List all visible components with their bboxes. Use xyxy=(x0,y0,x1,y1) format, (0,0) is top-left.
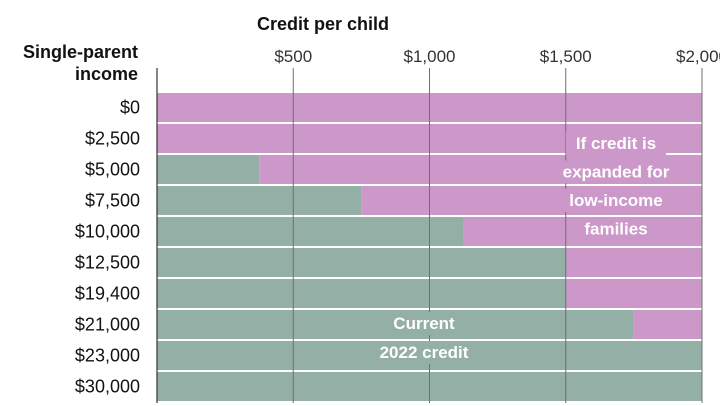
category-label-6: $19,400 xyxy=(75,284,140,304)
bar-current-2 xyxy=(157,155,260,184)
annotation-0-line-1: expanded for xyxy=(563,163,670,182)
x-tick-label-2: $1,500 xyxy=(540,47,592,66)
annotation-0-line-3: families xyxy=(584,220,647,239)
annotation-0-bg-2 xyxy=(559,189,673,212)
bar-current-4 xyxy=(157,217,464,246)
annotation-0-bg-3 xyxy=(574,217,658,241)
annotation-1-bg-1 xyxy=(369,341,479,364)
x-axis-title: Credit per child xyxy=(257,14,389,34)
category-label-8: $23,000 xyxy=(75,346,140,366)
bar-current-5 xyxy=(157,248,566,277)
x-tick-label-3: $2,000 xyxy=(676,47,720,66)
gridlines-layer xyxy=(156,68,703,403)
annotation-1-line-1: 2022 credit xyxy=(380,343,469,362)
bar-current-3 xyxy=(157,186,362,215)
bar-current-6 xyxy=(157,279,566,308)
category-label-5: $12,500 xyxy=(75,253,140,273)
bar-expanded-6 xyxy=(565,279,702,308)
category-label-7: $21,000 xyxy=(75,315,140,335)
bar-expanded-7 xyxy=(633,310,702,339)
annotation-1-line-0: Current xyxy=(393,314,455,333)
category-label-9: $30,000 xyxy=(75,377,140,397)
bar-expanded-5 xyxy=(565,248,702,277)
category-label-2: $5,000 xyxy=(85,160,140,180)
annotation-0-bg-0 xyxy=(565,132,667,155)
category-label-3: $7,500 xyxy=(85,191,140,211)
annotation-0-line-0: If credit is xyxy=(576,134,656,153)
x-tick-label-1: $1,000 xyxy=(404,47,456,66)
y-axis-title-line-1: Single-parent xyxy=(23,42,138,62)
x-tick-label-0: $500 xyxy=(274,47,312,66)
axis-layer: $0 $2,500 $5,000 $7,500 $10,000 $12,500 $19,40… xyxy=(75,47,720,397)
annotations-layer: If credit is expanded for low-income famili… xyxy=(369,132,680,364)
y-axis-title-line-2: income xyxy=(75,64,138,84)
category-label-1: $2,500 xyxy=(85,129,140,149)
category-label-4: $10,000 xyxy=(75,222,140,242)
annotation-1-bg-0 xyxy=(383,312,465,335)
category-label-0: $0 xyxy=(120,98,140,118)
annotation-0-line-2: low-income xyxy=(569,191,663,210)
annotation-0-bg-1 xyxy=(552,160,680,184)
